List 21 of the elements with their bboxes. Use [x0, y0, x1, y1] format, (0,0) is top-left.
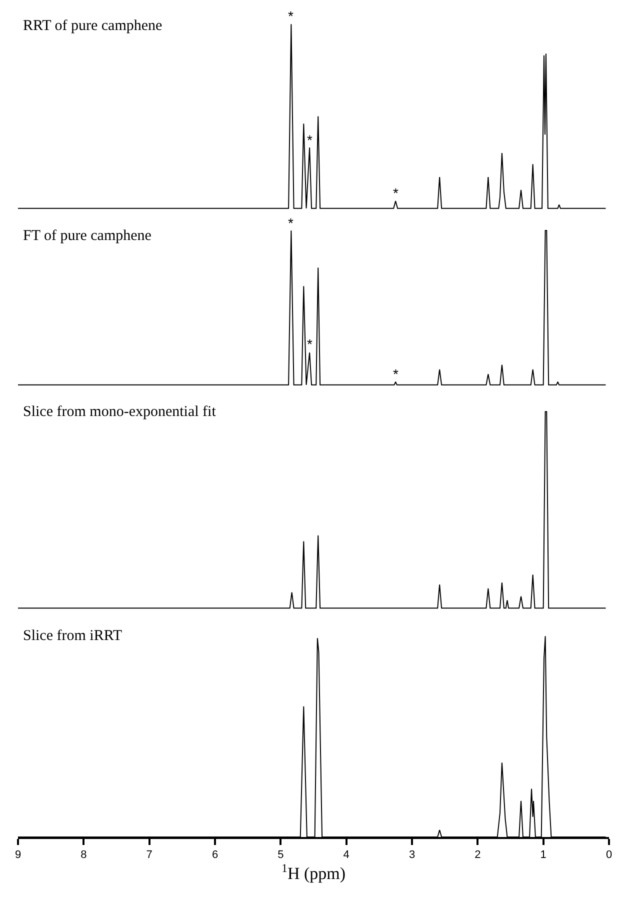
x-tick-label: 4	[343, 848, 350, 861]
x-axis-title: $^{1}$H (ppm)	[281, 860, 346, 884]
chart-title: Slice from mono-exponential fit	[23, 404, 217, 420]
annotation: *	[393, 366, 399, 382]
chart-title: Slice from iRRT	[23, 628, 122, 644]
x-tick-label: 7	[146, 848, 152, 861]
annotation: *	[393, 185, 399, 201]
chart-title: FT of pure camphene	[23, 228, 152, 244]
x-tick-label: 2	[474, 848, 481, 861]
annotation: *	[288, 215, 294, 231]
annotation: *	[307, 336, 313, 352]
x-tick-label: 1	[540, 848, 546, 861]
chart-title: RRT of pure camphene	[23, 18, 163, 34]
annotation: *	[288, 8, 294, 24]
x-tick-label: 8	[80, 848, 87, 861]
x-tick-label: 6	[212, 848, 218, 861]
x-tick-label: 3	[408, 848, 416, 861]
x-tick-label: 9	[14, 848, 22, 861]
annotation: *	[307, 132, 313, 148]
x-tick-label: 5	[278, 848, 284, 861]
x-tick-label: 0	[606, 848, 612, 861]
